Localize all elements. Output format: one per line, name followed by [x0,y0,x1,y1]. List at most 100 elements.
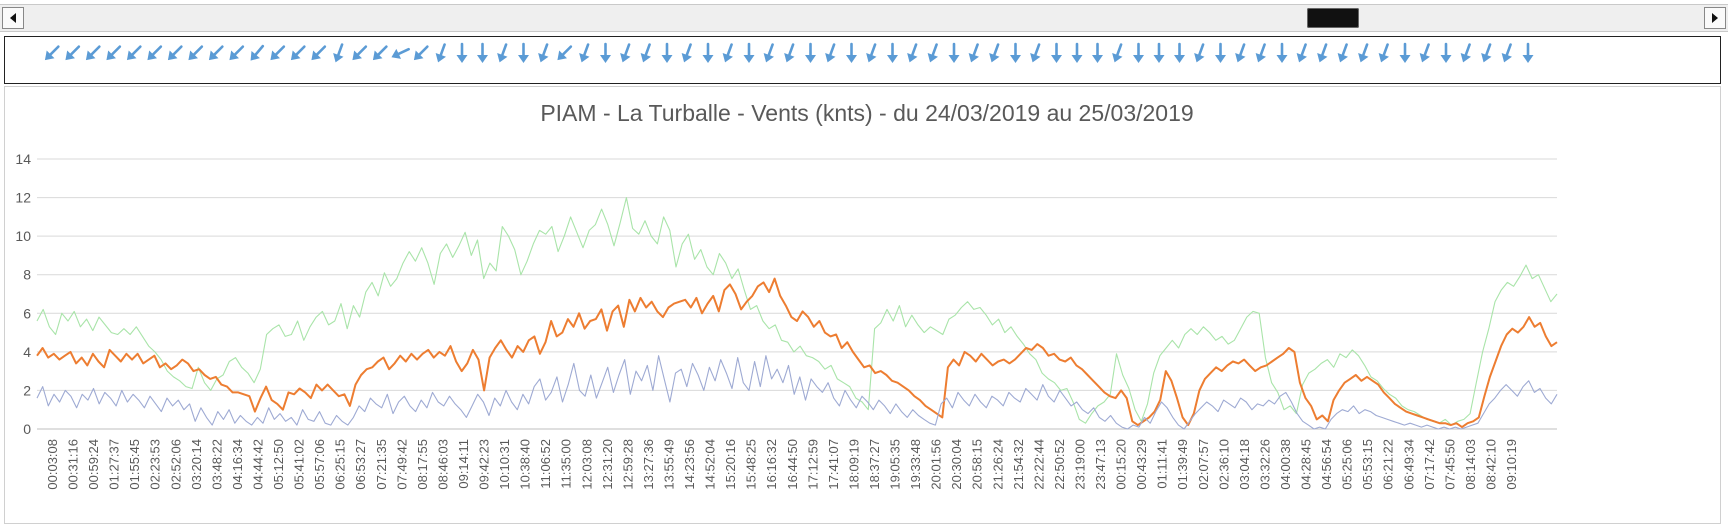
x-tick-label: 22:22:44 [1031,439,1046,490]
wind-direction-arrow-icon [1235,43,1246,63]
wind-direction-arrow-icon [391,47,410,59]
x-tick-label: 00:43:29 [1134,439,1149,490]
x-tick-label: 00:59:24 [86,439,101,490]
wind-direction-arrow-icon [1174,42,1185,63]
wind-direction-arrow-icon [1030,43,1041,63]
wind-direction-arrow-icon [1296,43,1307,63]
wind-direction-arrow-icon [948,42,960,63]
wind-direction-arrow-icon [825,43,836,63]
x-tick-label: 02:07:57 [1196,439,1211,490]
wind-direction-arrow-icon [518,42,529,63]
wind-direction-arrow-icon [372,45,388,61]
x-tick-label: 04:00:38 [1278,439,1293,490]
wind-direction-arrow-icon [907,43,918,63]
wind-direction-arrow-icon [763,43,774,63]
x-tick-label: 18:37:27 [867,439,882,490]
wind-direction-arrow-icon [290,45,306,61]
x-tick-label: 12:59:28 [620,439,635,490]
y-tick-label: 8 [23,267,31,283]
wind-direction-arrow-icon [661,42,673,63]
x-tick-label: 14:23:56 [682,439,697,490]
x-tick-label: 04:28:45 [1299,439,1314,490]
wind-direction-arrow-icon [1481,43,1492,63]
wind-direction-arrow-icon [208,45,224,61]
wind-direction-arrow-icon [126,45,142,61]
y-tick-label: 0 [23,421,31,437]
x-tick-label: 03:20:14 [189,439,204,490]
x-tick-label: 03:04:18 [1237,439,1252,490]
wind-direction-arrow-icon [1112,43,1123,63]
wind-direction-arrow-icon [497,43,508,63]
wind-direction-arrow-icon [600,42,611,63]
wind-direction-arrow-icon [722,43,733,63]
wind-direction-arrow-icon [887,42,898,63]
x-tick-label: 04:16:34 [230,439,245,490]
wind-direction-arrow-icon [640,43,651,63]
wind-direction-arrow-icon [538,43,549,63]
wind-direction-arrow-icon [270,45,286,61]
wind-direction-arrow-icon [805,42,816,63]
x-tick-label: 06:49:34 [1401,439,1416,490]
wind-direction-arrow-icon [927,43,938,63]
wind-direction-arrow-icon [352,45,368,61]
wind-direction-arrow-icon [681,43,692,63]
x-tick-label: 11:35:00 [559,439,574,489]
x-tick-label: 02:52:06 [168,439,183,490]
x-tick-label: 16:44:50 [785,439,800,490]
wind-direction-arrow-icon [1358,43,1369,63]
wind-direction-arrow-icon [846,42,857,63]
wind-direction-arrow-icon [1092,42,1103,63]
wind-direction-arrow-icon [743,42,755,63]
x-tick-label: 00:31:16 [66,439,81,490]
x-tick-label: 13:27:36 [641,439,656,490]
wind-direction-arrow-icon [557,45,573,61]
x-tick-label: 02:23:53 [148,439,163,490]
x-tick-label: 08:46:03 [435,439,450,490]
wind-direction-arrow-icon [1010,42,1021,63]
wind-speed-chart: PIAM - La Turballe - Vents (knts) - du 2… [15,100,1558,490]
wind-direction-arrow-icon [250,44,265,61]
chart-title: PIAM - La Turballe - Vents (knts) - du 2… [540,100,1193,126]
wind-direction-arrow-icon [1378,43,1389,63]
wind-direction-arrow-icon [1194,43,1205,63]
x-tick-label: 03:32:26 [1257,439,1272,490]
gridlines [37,158,1557,430]
x-tick-label: 07:49:42 [394,439,409,490]
wind-direction-arrow-icon [866,43,877,63]
x-tick-label: 01:27:37 [107,439,122,490]
series-line-vent-moyen [36,277,1558,429]
horizontal-scrollbar[interactable] [0,4,1728,32]
x-tick-label: 12:31:20 [600,439,615,490]
y-tick-label: 2 [23,382,31,398]
x-tick-label: 19:05:35 [888,439,903,490]
x-tick-label: 23:19:00 [1073,439,1088,490]
scroll-left-button[interactable] [2,7,24,29]
x-tick-label: 18:09:19 [846,439,861,490]
wind-direction-arrow-icon [1071,42,1083,63]
x-tick-label: 10:10:31 [497,439,512,490]
wind-direction-arrow-icon [1317,43,1328,63]
x-tick-label: 06:53:27 [353,439,368,490]
x-tick-label: 14:52:04 [703,439,718,490]
triangle-right-icon [1712,13,1718,23]
series-lines [36,197,1558,430]
x-tick-label: 00:15:20 [1114,439,1129,490]
x-tick-label: 13:55:49 [662,439,677,490]
y-tick-label: 6 [23,305,31,321]
x-tick-label: 20:30:04 [949,439,964,490]
wind-direction-arrow-icon [65,45,81,61]
x-tick-label: 06:25:15 [333,439,348,490]
wind-direction-arrow-icon [1051,42,1062,63]
scrollbar-thumb[interactable] [1307,8,1359,28]
wind-direction-arrow-icon [311,45,327,61]
scroll-right-button[interactable] [1704,7,1726,29]
x-tick-label: 05:41:02 [292,439,307,490]
wind-direction-arrow-icon [620,43,631,63]
wind-direction-arrow-icon [477,42,488,63]
x-tick-label: 03:48:22 [209,439,224,490]
series-line-rafales [36,197,1558,426]
x-tick-label: 01:39:49 [1175,439,1190,490]
wind-direction-arrow-icon [1460,43,1471,63]
x-tick-label: 10:38:40 [518,439,533,490]
x-axis-ticks: 00:03:08 00:31:16 00:59:24 01:27:37 01:55:45… [45,439,1519,490]
